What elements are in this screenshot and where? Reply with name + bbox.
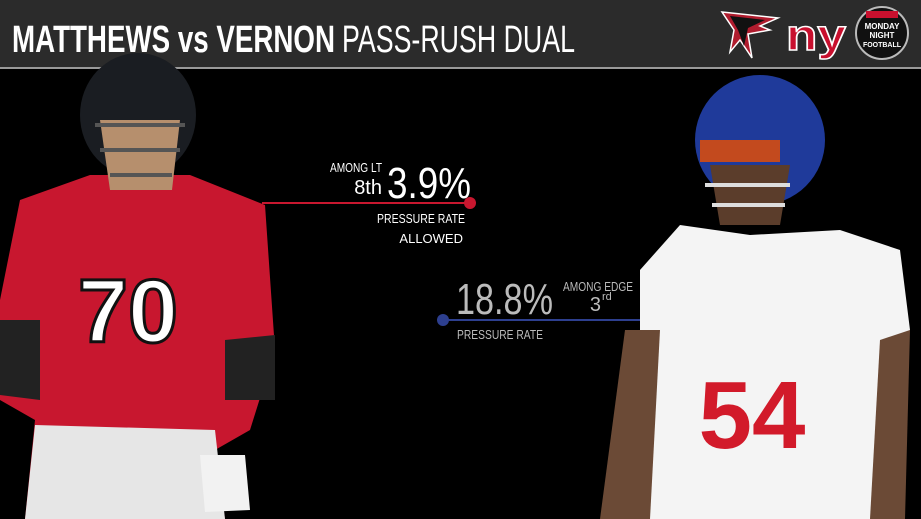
jersey-number: 54 [699,362,806,469]
stat-value: 18.8% [456,275,553,324]
giants-logo: ny [786,11,847,60]
left-player: 70 [0,53,275,519]
stat-label: PRESSURE RATE [457,327,543,342]
jersey-number: 70 [78,262,178,362]
rank-suffix: rd [602,291,612,303]
rank: 3 [590,294,601,316]
right-player: 54 [600,75,910,519]
stat-value: 3.9% [387,159,471,208]
mnf-text: FOOTBALL [863,42,902,49]
falcons-logo [720,11,781,59]
left-stat-dot [464,197,476,209]
rank: 8th [354,177,382,199]
header-rule [0,67,921,69]
right-stat-dot [437,314,449,326]
rank-context: AMONG LT [330,160,382,175]
stat-label: PRESSURE RATE [377,211,465,226]
mnf-text: MONDAY [865,22,900,31]
stat-label: ALLOWED [399,231,463,246]
mnf-logo: MONDAY NIGHT FOOTBALL [855,6,909,60]
rank-context: AMONG EDGE [563,279,633,294]
title-bold: MATTHEWS vs VERNON [12,19,335,61]
title-light: PASS-RUSH DUAL [342,19,575,61]
mnf-text: NIGHT [870,31,895,40]
